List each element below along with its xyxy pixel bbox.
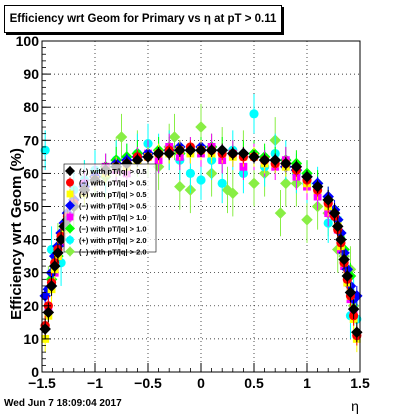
data-point	[174, 144, 186, 156]
y-tick-label: 80	[23, 99, 39, 115]
legend-box	[63, 163, 157, 253]
x-tick-label: 1.5	[350, 375, 370, 391]
x-tick-label: 1	[303, 375, 311, 391]
legend-label: (−) with pT/|q| > 0.5	[79, 179, 147, 188]
data-point	[301, 170, 313, 183]
data-point	[237, 147, 250, 160]
data-point	[42, 306, 55, 319]
y-tick-label: 20	[23, 298, 39, 314]
data-point	[248, 151, 260, 163]
legend-entry: (−) with pT/|q| > 0.5	[66, 177, 147, 188]
y-tick-label: 60	[23, 165, 39, 181]
legend-marker	[66, 178, 74, 187]
y-tick-label: 40	[23, 232, 39, 248]
data-point	[280, 177, 292, 190]
data-point	[280, 157, 292, 170]
data-point	[331, 220, 344, 233]
data-point	[227, 147, 239, 160]
data-point	[258, 154, 271, 166]
data-point	[216, 144, 228, 156]
legend-entry: (+) with pT/|q| > 1.0	[66, 212, 147, 222]
footer-timestamp: Wed Jun 7 18:09:04 2017	[4, 398, 122, 409]
x-tick-label: 0.5	[244, 375, 264, 391]
x-tick-label: −0.5	[134, 375, 162, 391]
legend-label: (−) with pT/|q| > 0.5	[79, 202, 147, 211]
legend-label: (−) with pT/|q| > 1.0	[79, 225, 147, 234]
legend-entry: (−) with pT/|q| > 2.0	[65, 246, 147, 257]
data-point	[48, 260, 61, 272]
data-point	[52, 247, 64, 259]
data-point	[195, 121, 207, 133]
legend-label: (+) with pT/|q| > 2.0	[79, 236, 147, 245]
data-point	[152, 147, 165, 160]
legend-entry: (+) with pT/|q| > 2.0	[66, 235, 147, 245]
data-point	[195, 144, 207, 156]
chart-title: Efficiency wrt Geom for Primary vs η at …	[4, 5, 282, 33]
y-tick-label: 10	[23, 331, 39, 347]
legend: (+) with pT/|q| > 0.5 (−) with pT/|q| > 0…	[63, 163, 157, 257]
data-point	[45, 280, 58, 292]
data-point	[344, 286, 357, 299]
legend-label: (+) with pT/|q| > 0.5	[79, 190, 147, 199]
data-point	[249, 109, 259, 119]
data-point	[227, 187, 239, 200]
data-point	[217, 178, 227, 188]
legend-label: (−) with pT/|q| > 2.0	[79, 248, 147, 257]
legend-entry: (+) with pT/|q| > 0.5	[66, 189, 147, 199]
legend-label: (+) with pT/|q| > 0.5	[79, 167, 147, 176]
x-tick-label: −1.5	[28, 375, 56, 391]
legend-entry: (+) with pT/|q| > 0.5	[65, 166, 147, 176]
data-point	[269, 154, 281, 166]
data-point	[196, 175, 206, 185]
legend-entry: (−) with pT/|q| > 0.5	[65, 200, 147, 211]
axes: −1.5 −1 −0.5 0 0.5 1 1.5 0 10 20 30 40 50 60 70 80 90 100	[16, 33, 370, 391]
y-tick-label: 0	[31, 364, 39, 380]
legend-entry: (−) with pT/|q| > 1.0	[65, 223, 147, 234]
x-tick-label: 0	[197, 375, 205, 391]
data-point	[311, 180, 324, 193]
y-tick-label: 30	[23, 265, 39, 281]
y-tick-label: 100	[16, 33, 40, 49]
data-point	[184, 144, 197, 156]
data-point	[163, 147, 175, 160]
data-point	[322, 194, 334, 206]
y-tick-label: 50	[23, 199, 39, 215]
data-point	[131, 154, 144, 166]
legend-marker	[65, 223, 75, 234]
legend-marker	[65, 246, 75, 257]
data-point	[115, 131, 128, 143]
data-point	[338, 253, 350, 266]
data-point	[168, 131, 181, 143]
legend-marker	[66, 213, 74, 221]
data-point	[174, 180, 186, 193]
data-point	[290, 161, 303, 173]
data-point	[301, 213, 313, 226]
legend-marker	[66, 190, 74, 198]
x-axis-label: η	[351, 398, 359, 414]
data-point	[142, 151, 154, 163]
x-tick-label: −1	[87, 375, 103, 391]
data-point	[341, 270, 354, 282]
legend-label: (+) with pT/|q| > 1.0	[79, 213, 147, 222]
legend-marker	[65, 166, 75, 176]
y-axis-label: Efficiency wrt Geom (%)	[8, 148, 25, 320]
data-point	[335, 233, 347, 246]
data-point	[248, 177, 260, 190]
y-tick-label: 90	[23, 66, 39, 82]
data-point	[185, 168, 195, 178]
y-tick-label: 70	[23, 132, 39, 148]
data-point	[274, 207, 287, 219]
data-point	[347, 303, 360, 315]
data-point	[40, 145, 50, 155]
legend-marker	[65, 200, 75, 211]
data-point	[328, 207, 341, 219]
legend-marker	[66, 236, 74, 244]
data-point	[205, 144, 218, 156]
